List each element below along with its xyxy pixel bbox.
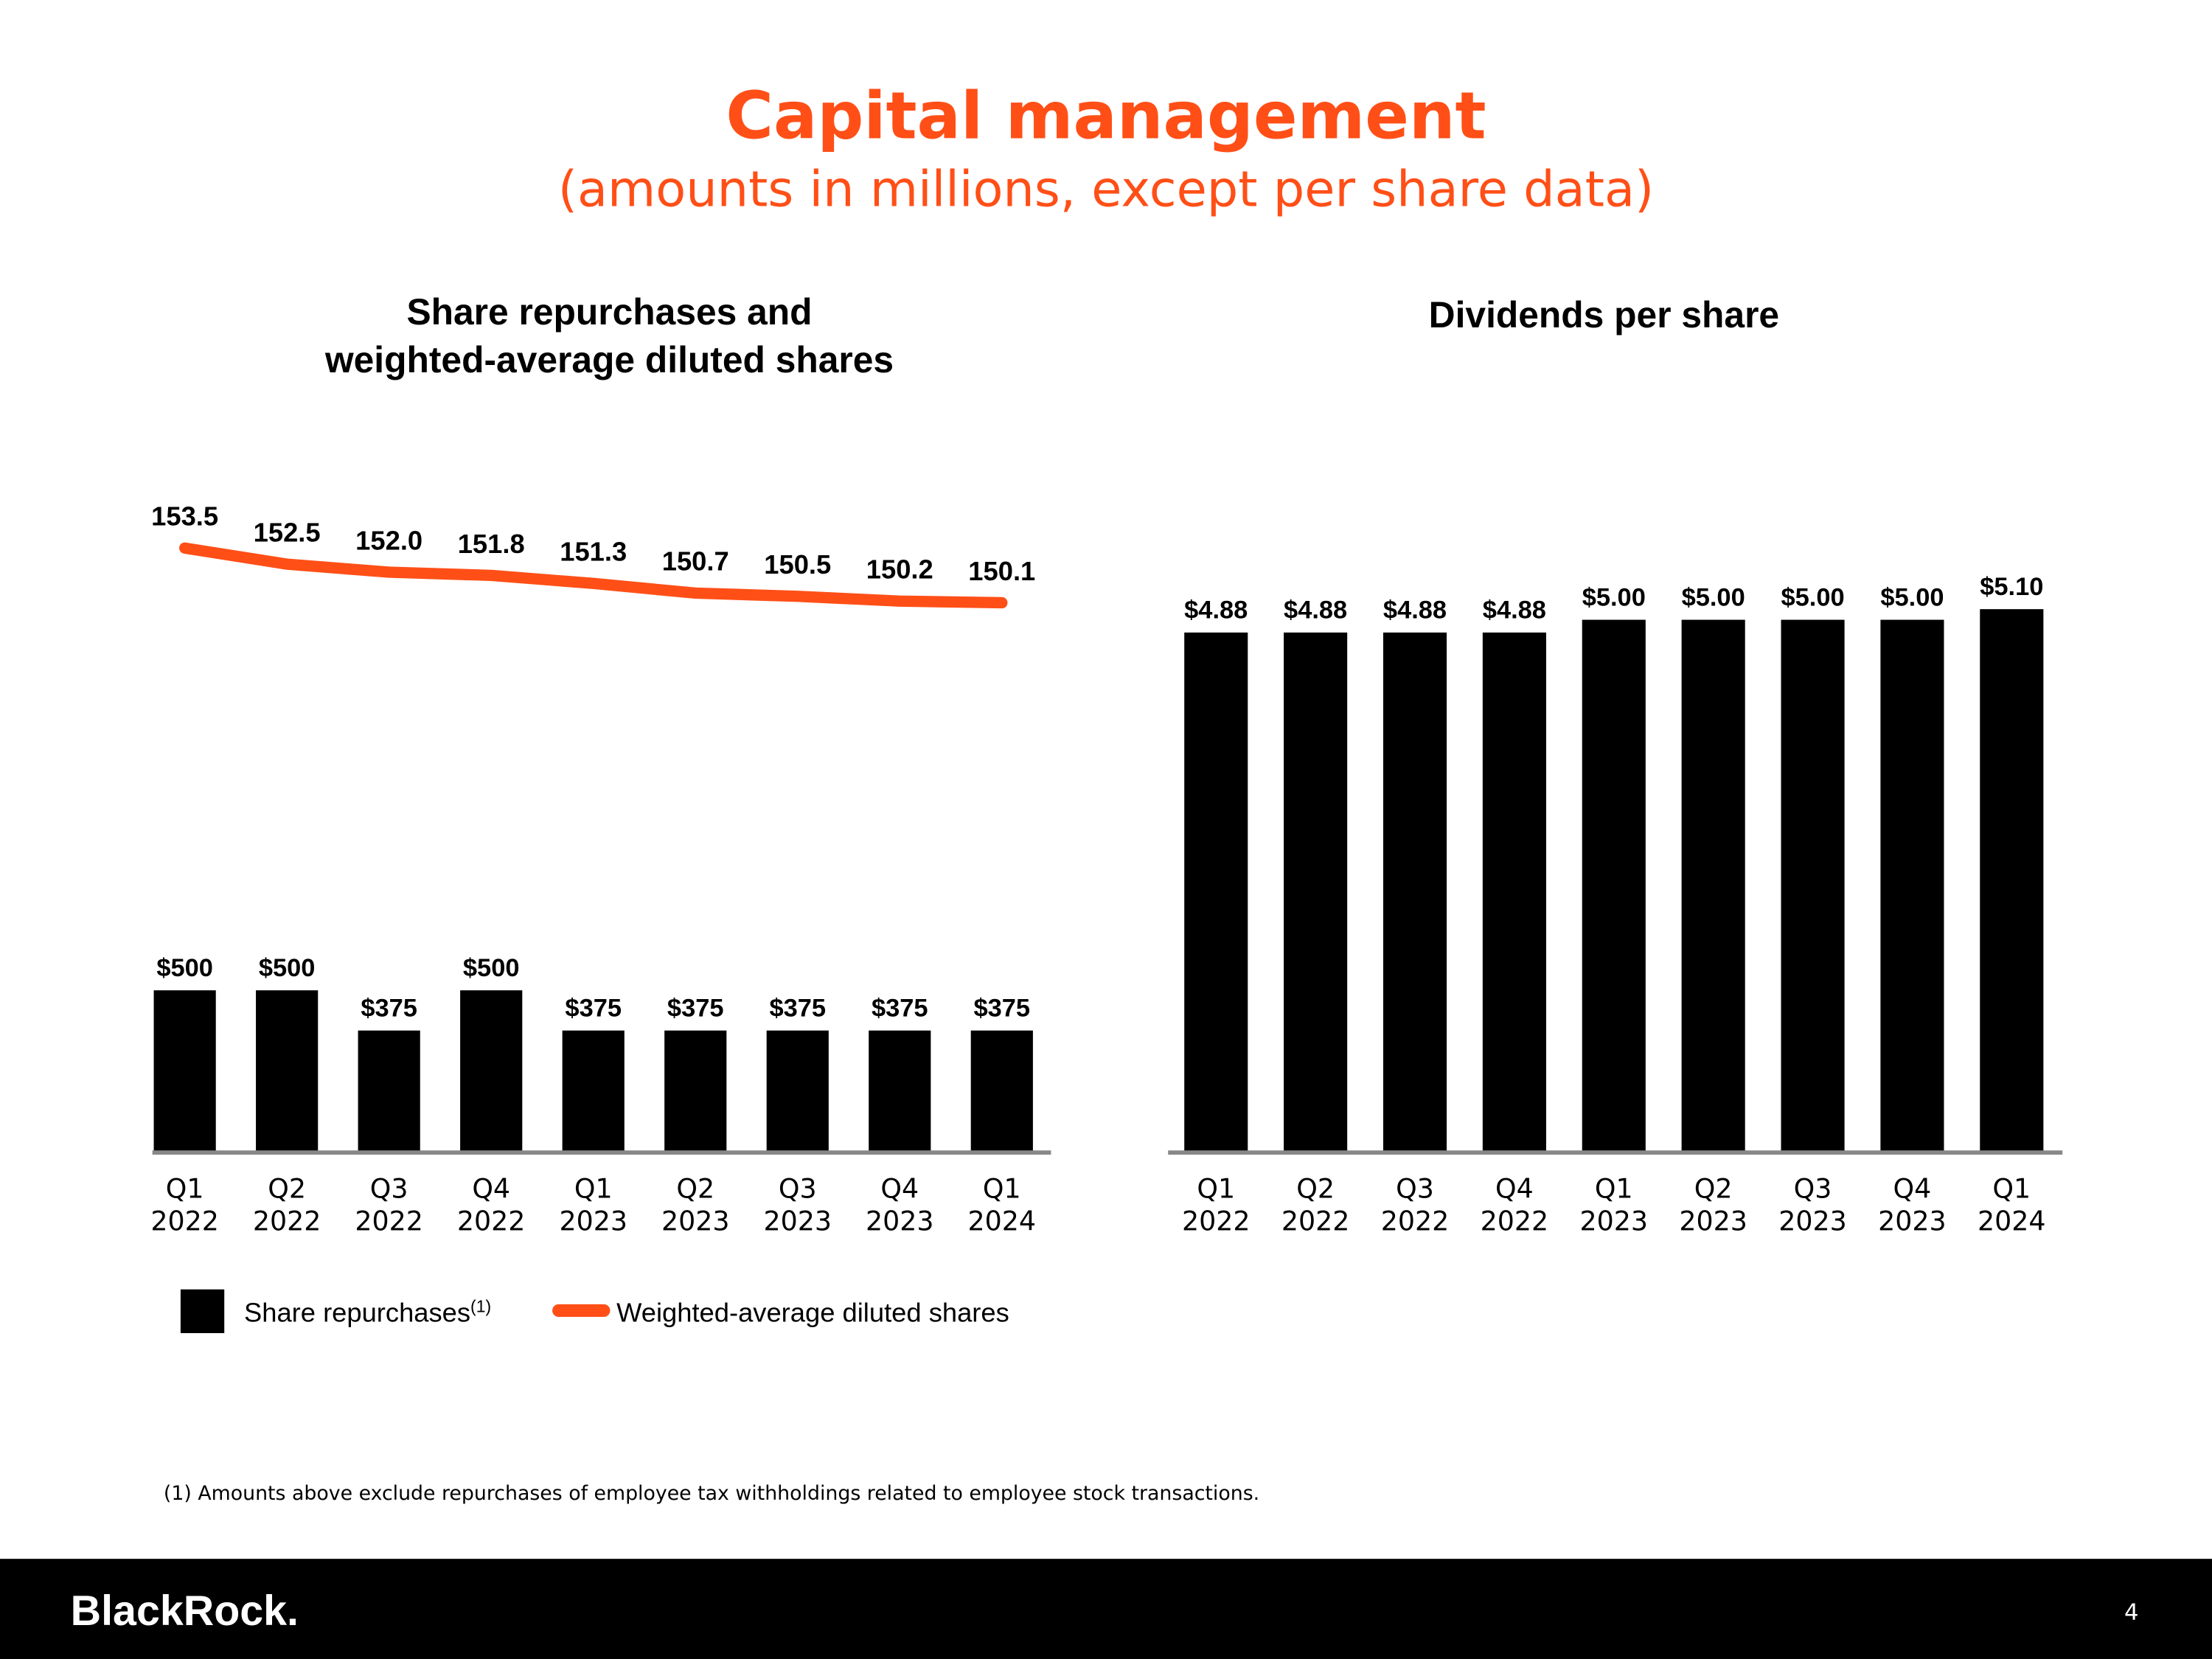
x-tick-label: Q4: [1893, 1172, 1932, 1204]
x-tick-label: Q4: [880, 1172, 919, 1204]
x-tick-label: 2024: [1978, 1205, 2046, 1237]
line-value-label: 150.2: [866, 554, 933, 585]
x-tick-label: Q1: [1197, 1172, 1235, 1204]
x-tick-label: 2023: [764, 1205, 832, 1237]
bar-value-label: $5.00: [1682, 583, 1745, 611]
line-value-label: 150.1: [968, 556, 1035, 586]
x-tick-label: Q2: [268, 1172, 306, 1204]
bar: [562, 1030, 625, 1152]
bar: [1482, 632, 1546, 1152]
bar-value-label: $375: [872, 995, 928, 1023]
x-tick-label: 2022: [1481, 1205, 1549, 1237]
logo: BlackRock.: [71, 1587, 299, 1635]
x-tick-label: 2022: [1182, 1205, 1251, 1237]
bar-value-label: $5.10: [1980, 573, 2043, 601]
line-value-label: 151.8: [458, 529, 525, 559]
line-value-label: 152.5: [254, 518, 321, 548]
bar-value-label: $375: [769, 995, 826, 1023]
bar-value-label: $375: [565, 995, 622, 1023]
legend-label: Weighted-average diluted shares: [616, 1298, 1009, 1328]
bar-value-label: $500: [156, 954, 213, 982]
bar: [358, 1030, 420, 1152]
x-tick-label: Q4: [1495, 1172, 1534, 1204]
legend-label: Share repurchases(1): [244, 1296, 491, 1327]
bar: [1582, 619, 1646, 1152]
bar-value-label: $4.88: [1483, 597, 1546, 625]
bar-value-label: $4.88: [1383, 597, 1447, 625]
title: Capital management: [726, 77, 1486, 153]
bar-value-label: $375: [667, 995, 724, 1023]
x-tick-label: Q1: [1992, 1172, 2031, 1204]
x-tick-label: Q1: [166, 1172, 204, 1204]
x-tick-label: Q3: [1794, 1172, 1832, 1204]
x-tick-label: 2023: [1580, 1205, 1649, 1237]
bar: [869, 1030, 931, 1152]
page-number: 4: [2124, 1599, 2138, 1625]
line-value-label: 151.3: [560, 537, 627, 567]
line: [178, 542, 1008, 609]
bar-value-label: $500: [463, 954, 520, 982]
x-tick-label: Q2: [676, 1172, 714, 1204]
bar-value-label: $4.88: [1184, 597, 1248, 625]
x-tick-label: 2023: [1878, 1205, 1947, 1237]
line-value-label: 153.5: [151, 501, 218, 532]
legend-swatch: [180, 1289, 225, 1334]
legend-name: Weighted-average diluted shares: [616, 1298, 1009, 1328]
bar-value-label: $5.00: [1582, 583, 1646, 611]
x-tick-label: 2022: [355, 1205, 423, 1237]
x-tick-label: 2022: [150, 1205, 218, 1237]
x-tick-label: Q3: [1396, 1172, 1434, 1204]
bar: [1880, 619, 1944, 1152]
x-tick-label: 2022: [457, 1205, 526, 1237]
line-value-label: 152.0: [355, 525, 422, 555]
chart-title: Dividends per share: [1429, 294, 1779, 335]
bar: [1284, 632, 1348, 1152]
x-tick-label: Q3: [370, 1172, 408, 1204]
line-value-label: 150.5: [764, 549, 831, 580]
x-tick-label: 2023: [866, 1205, 934, 1237]
bar: [970, 1030, 1033, 1152]
x-tick-label: Q4: [472, 1172, 510, 1204]
chart-title: weighted-average diluted shares: [324, 339, 894, 380]
bar-value-label: $500: [259, 954, 316, 982]
bar-value-label: $5.00: [1880, 583, 1944, 611]
x-tick-label: Q3: [779, 1172, 817, 1204]
bar-value-label: $375: [361, 995, 417, 1023]
x-tick-label: 2023: [661, 1205, 730, 1237]
x-tick-label: 2022: [1381, 1205, 1449, 1237]
bar: [1781, 619, 1845, 1152]
footer-band: [0, 1559, 2212, 1659]
bar-value-label: $4.88: [1284, 597, 1347, 625]
chart-title: Share repurchases and: [406, 291, 812, 333]
x-tick-label: Q2: [1694, 1172, 1733, 1204]
bar: [766, 1030, 829, 1152]
bar: [256, 990, 319, 1152]
bar: [1184, 632, 1248, 1152]
subtitle: (amounts in millions, except per share d…: [558, 160, 1654, 218]
x-tick-label: 2022: [1281, 1205, 1350, 1237]
bar: [1980, 609, 2044, 1152]
x-tick-label: Q1: [574, 1172, 613, 1204]
footnote: (1) Amounts above exclude repurchases of…: [164, 1482, 1259, 1505]
x-tick-label: 2023: [1679, 1205, 1747, 1237]
x-tick-label: 2024: [968, 1205, 1037, 1237]
bar-value-label: $375: [974, 995, 1031, 1023]
bar: [153, 990, 216, 1152]
x-tick-label: 2023: [559, 1205, 627, 1237]
legend-name: Share repurchases: [244, 1298, 470, 1328]
x-tick-label: Q1: [983, 1172, 1021, 1204]
line-value-label: 150.7: [662, 546, 729, 577]
bar-value-label: $5.00: [1781, 583, 1844, 611]
x-tick-label: Q1: [1595, 1172, 1633, 1204]
x-tick-label: 2023: [1778, 1205, 1847, 1237]
x-tick-label: 2022: [253, 1205, 321, 1237]
bar: [1382, 632, 1447, 1152]
bar: [664, 1030, 727, 1152]
legend-marker: (1): [470, 1296, 491, 1315]
bar: [460, 990, 523, 1152]
bar: [1681, 619, 1745, 1152]
x-tick-label: Q2: [1296, 1172, 1335, 1204]
